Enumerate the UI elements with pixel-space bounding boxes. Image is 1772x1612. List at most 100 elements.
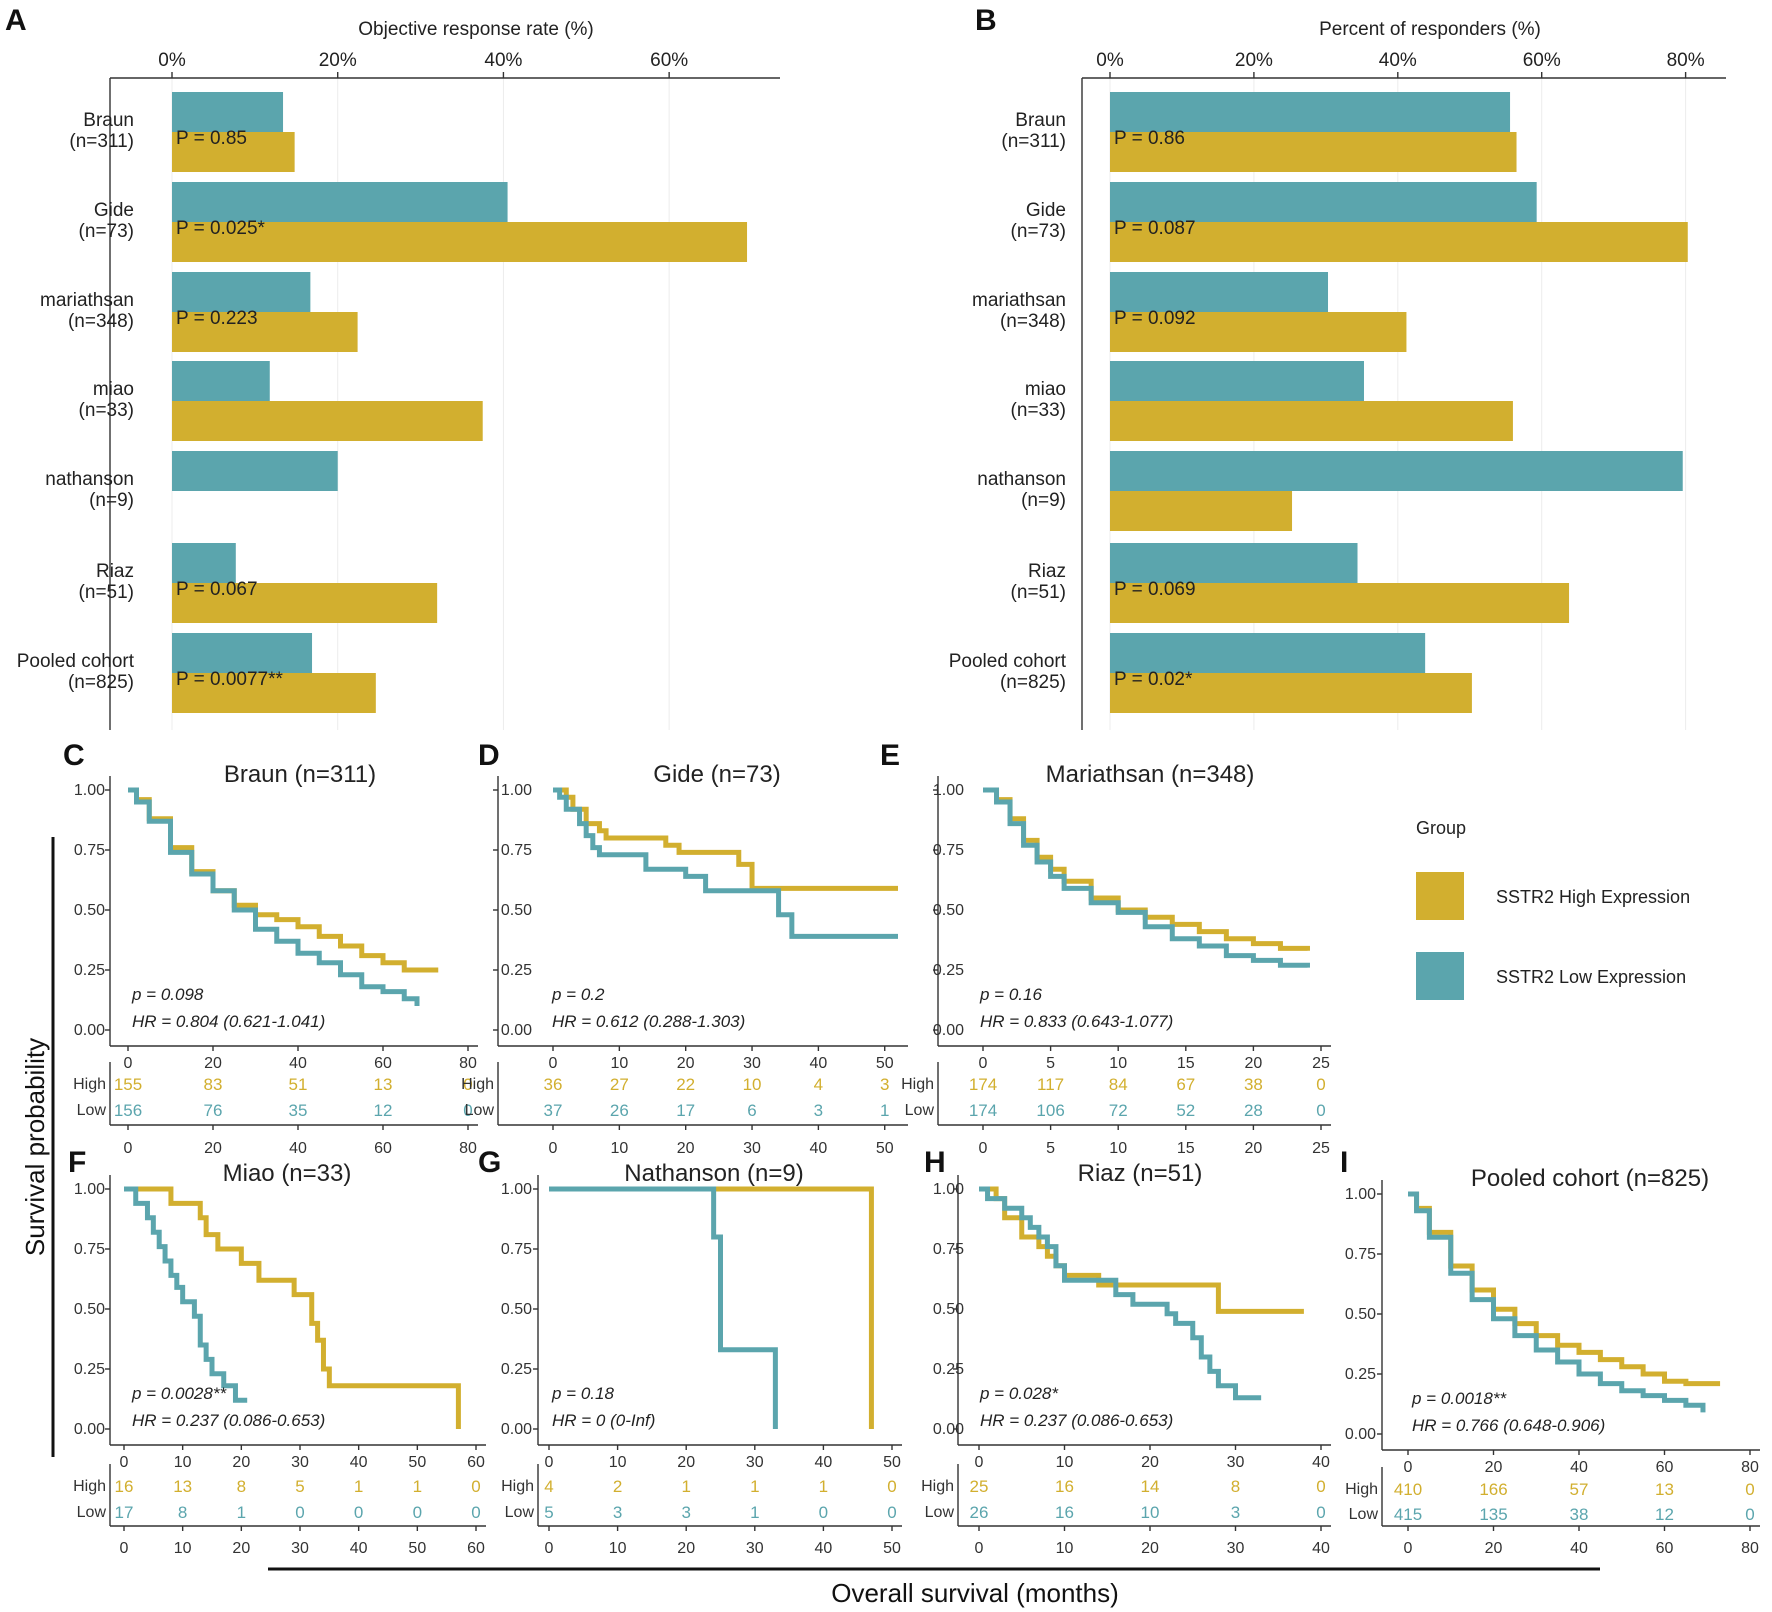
km-x-tick-label: 60: [374, 1055, 392, 1072]
km-x-tick-label: 20: [232, 1454, 250, 1471]
km-x-tick-label: 10: [1056, 1454, 1074, 1471]
km-x-tick-label: 60: [1656, 1459, 1674, 1476]
risk-count-low: 1: [750, 1503, 759, 1522]
km-x-tick-label: 40: [809, 1055, 827, 1072]
risk-count-high: 25: [970, 1477, 989, 1496]
km-x-tick-label: 20: [204, 1055, 222, 1072]
risk-x-tick-label: 40: [815, 1540, 833, 1557]
legend-title: Group: [1416, 818, 1466, 838]
risk-count-low: 8: [178, 1503, 187, 1522]
bar-high-2: [1110, 312, 1407, 352]
km-x-tick-label: 20: [1141, 1454, 1159, 1471]
bar-low-6: [172, 633, 313, 673]
km-y-tick-label: 0.25: [1345, 1366, 1376, 1383]
km-curve-low: [1408, 1191, 1706, 1413]
risk-x-tick-label: 40: [809, 1140, 827, 1157]
risk-label-low: Low: [505, 1504, 535, 1521]
risk-count-high: 13: [173, 1477, 192, 1496]
km-y-tick-label: 0.50: [1345, 1306, 1376, 1323]
km-title-C: Braun (n=311): [224, 761, 376, 788]
risk-x-tick-label: 5: [1046, 1140, 1055, 1157]
risk-x-tick-label: 50: [408, 1540, 426, 1557]
km-y-tick-label: 0.75: [74, 842, 105, 859]
risk-count-high: 155: [114, 1075, 142, 1094]
bar-low-4: [172, 451, 338, 491]
risk-x-tick-label: 30: [1227, 1540, 1245, 1557]
km-y-tick-label: 0.50: [501, 902, 532, 919]
risk-label-low: Low: [77, 1504, 107, 1521]
risk-count-high: 1: [681, 1477, 690, 1496]
km-y-tick-label: 1.00: [501, 782, 532, 799]
risk-x-tick-label: 20: [677, 1540, 695, 1557]
risk-count-high: 0: [1316, 1075, 1325, 1094]
km-y-tick-label: 0.50: [933, 902, 964, 919]
risk-label-high: High: [501, 1478, 534, 1495]
risk-count-low: 76: [204, 1101, 223, 1120]
km-x-tick-label: 0: [1404, 1459, 1413, 1476]
risk-count-low: 3: [613, 1503, 622, 1522]
risk-count-low: 6: [747, 1101, 756, 1120]
km-x-tick-label: 30: [291, 1454, 309, 1471]
risk-count-high: 1: [750, 1477, 759, 1496]
bar-low-2: [172, 272, 311, 312]
risk-count-high: 36: [544, 1075, 563, 1094]
risk-count-low: 174: [969, 1101, 997, 1120]
panel-letter-I: I: [1340, 1146, 1348, 1179]
risk-count-low: 26: [610, 1101, 629, 1120]
km-x-tick-label: 0: [979, 1055, 988, 1072]
risk-count-low: 0: [1745, 1505, 1754, 1524]
risk-x-tick-label: 0: [1404, 1540, 1413, 1557]
km-x-tick-label: 20: [677, 1055, 695, 1072]
km-curve-low: [983, 787, 1310, 968]
risk-count-high: 38: [1244, 1075, 1263, 1094]
category-label-3: miao (n=33): [1011, 379, 1066, 421]
risk-label-low: Low: [1349, 1506, 1379, 1523]
km-panel-E: E Mariathsan (n=348) 0.00 0.25 0.50 0.75 1.00 0…: [880, 739, 1331, 1157]
km-x-tick-label: 25: [1312, 1055, 1330, 1072]
risk-x-tick-label: 80: [459, 1140, 477, 1157]
risk-count-low: 17: [115, 1503, 134, 1522]
km-y-tick-label: 0.50: [74, 1301, 105, 1318]
risk-count-low: 3: [814, 1101, 823, 1120]
p-value-label-6: P = 0.02*: [1114, 669, 1193, 690]
risk-x-tick-label: 10: [1109, 1140, 1127, 1157]
panel-letter-F: F: [68, 1146, 86, 1179]
km-curve-high: [983, 787, 1310, 951]
bar-high-1: [172, 222, 748, 262]
km-y-tick-label: 0.75: [501, 1241, 532, 1258]
risk-x-tick-label: 20: [204, 1140, 222, 1157]
risk-count-high: 5: [295, 1477, 304, 1496]
category-label-0: Braun (n=311): [69, 110, 134, 152]
km-hazard-ratio: HR = 0.804 (0.621-1.041): [132, 1012, 325, 1031]
risk-label-low: Low: [925, 1504, 955, 1521]
risk-count-low: 35: [289, 1101, 308, 1120]
risk-count-high: 13: [374, 1075, 393, 1094]
risk-x-tick-label: 60: [374, 1140, 392, 1157]
km-x-tick-label: 0: [975, 1454, 984, 1471]
km-x-tick-label: 40: [815, 1454, 833, 1471]
risk-label-high: High: [1345, 1481, 1378, 1498]
risk-count-high: 8: [1231, 1477, 1240, 1496]
km-x-tick-label: 0: [120, 1454, 129, 1471]
km-hazard-ratio: HR = 0.833 (0.643-1.077): [980, 1012, 1173, 1031]
risk-count-low: 0: [463, 1101, 472, 1120]
km-curve-low: [553, 787, 898, 939]
risk-x-tick-label: 60: [1656, 1540, 1674, 1557]
km-hazard-ratio: HR = 0.766 (0.648-0.906): [1412, 1416, 1605, 1435]
bar-panel-B: B Percent of responders (%) 0% 20% 40% 60% 80%…: [949, 4, 1726, 730]
km-y-tick-label: 0.75: [501, 842, 532, 859]
risk-count-low: 38: [1570, 1505, 1589, 1524]
km-y-tick-label: 0.50: [74, 902, 105, 919]
km-panel-G: G Nathanson (n=9)0.000.250.500.751.000 10 2…: [478, 1146, 902, 1557]
panel-letter-G: G: [478, 1146, 501, 1179]
risk-count-low: 12: [1655, 1505, 1674, 1524]
km-x-tick-label: 5: [1046, 1055, 1055, 1072]
km-curve-low: [549, 1186, 778, 1429]
risk-count-high: 0: [463, 1075, 472, 1094]
p-value-label-1: P = 0.087: [1114, 218, 1196, 239]
p-value-label-2: P = 0.223: [176, 308, 258, 329]
km-curve-low: [979, 1186, 1262, 1401]
risk-x-tick-label: 30: [746, 1540, 764, 1557]
